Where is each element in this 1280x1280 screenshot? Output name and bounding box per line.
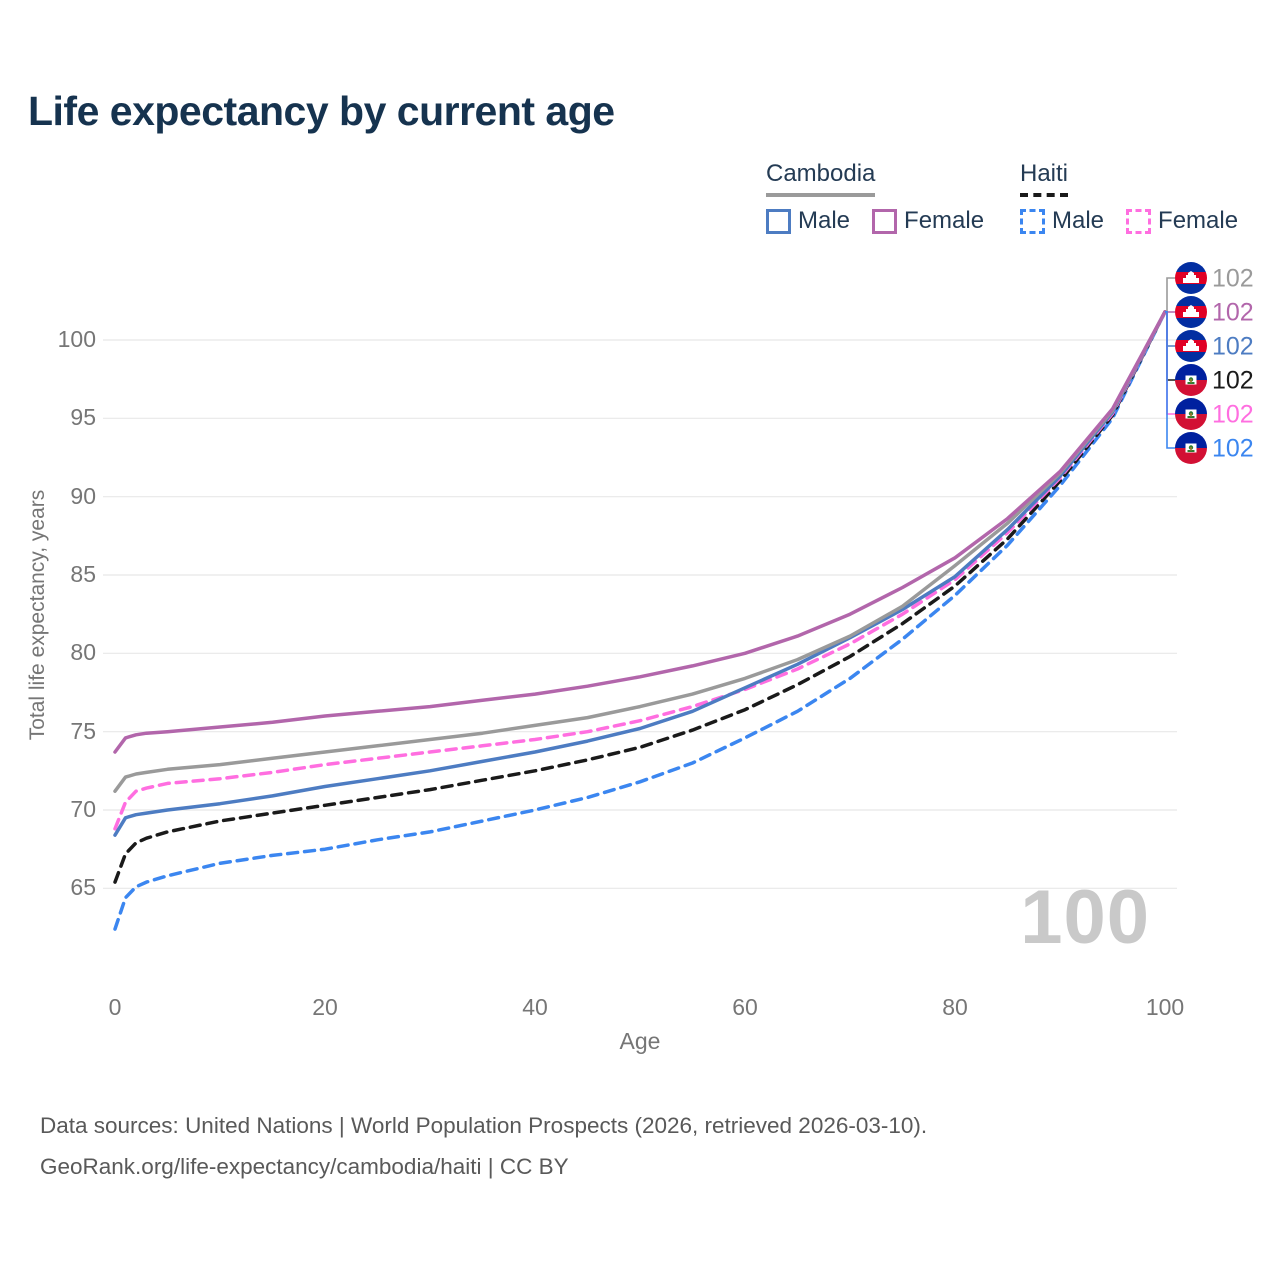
legend-country-haiti[interactable]: Haiti xyxy=(1020,160,1069,197)
x-tick-label-60: 60 xyxy=(732,994,758,1020)
x-tick-label-40: 40 xyxy=(522,994,548,1020)
footer-attribution: GeoRank.org/life-expectancy/cambodia/hai… xyxy=(40,1154,569,1179)
end-connector xyxy=(1165,277,1175,313)
legend-group-cambodia: Cambodia Male Female xyxy=(766,160,1006,235)
end-value-label: 102 xyxy=(1212,367,1254,395)
legend-label-haiti-male: Male xyxy=(1052,207,1105,234)
haiti-flag-icon xyxy=(1175,398,1207,430)
legend-country-cambodia[interactable]: Cambodia xyxy=(766,160,876,197)
x-tick-label-100: 100 xyxy=(1145,994,1185,1020)
footer-data-sources: Data sources: United Nations | World Pop… xyxy=(40,1113,928,1138)
line-haiti-both[interactable] xyxy=(113,310,1167,884)
end-labels: 102 102 102 102 102 102 xyxy=(1165,262,1254,464)
y-tick-label-70: 70 xyxy=(70,795,96,822)
footer: Data sources: United Nations | World Pop… xyxy=(40,1105,927,1187)
page-title: Life expectancy by current age xyxy=(28,88,615,134)
line-cambodia-female[interactable] xyxy=(113,310,1167,754)
legend-label-cambodia-female: Female xyxy=(904,207,985,234)
gridlines xyxy=(103,339,1177,889)
legend-item-haiti-male[interactable]: Male xyxy=(1020,207,1104,235)
end-value-label: 102 xyxy=(1212,401,1254,429)
legend-label-haiti-female: Female xyxy=(1158,207,1239,234)
y-tick-label-65: 65 xyxy=(70,874,96,901)
line-cambodia-both[interactable] xyxy=(113,310,1167,793)
cambodia-flag-icon xyxy=(1175,262,1207,294)
legend-item-haiti-female[interactable]: Female xyxy=(1126,207,1238,235)
y-tick-label-85: 85 xyxy=(70,560,96,587)
line-haiti-female[interactable] xyxy=(113,310,1167,831)
legend-label-cambodia-male: Male xyxy=(798,207,851,234)
legend-item-cambodia-male[interactable]: Male xyxy=(766,207,850,235)
x-tick-label-20: 20 xyxy=(312,994,338,1020)
x-tick-label-0: 0 xyxy=(108,994,122,1020)
legend-item-cambodia-female[interactable]: Female xyxy=(872,207,984,235)
y-tick-label-75: 75 xyxy=(70,717,96,744)
x-axis-title: Age xyxy=(619,1028,661,1054)
y-tick-label-90: 90 xyxy=(70,482,96,509)
haiti-male-swatch-icon[interactable] xyxy=(1020,208,1045,234)
end-value-label: 102 xyxy=(1212,435,1254,463)
y-tick-label-100: 100 xyxy=(57,326,96,352)
legend-group-haiti: Haiti Male Female xyxy=(1020,160,1260,235)
haiti-flag-icon xyxy=(1175,432,1207,464)
end-value-label: 102 xyxy=(1212,299,1254,327)
y-axis-title: Total life expectancy, years xyxy=(26,489,49,741)
cambodia-flag-icon xyxy=(1175,296,1207,328)
y-tick-label-80: 80 xyxy=(70,639,96,666)
line-haiti-male[interactable] xyxy=(113,310,1167,931)
series-lines xyxy=(113,310,1167,931)
end-value-label: 102 xyxy=(1212,265,1254,293)
line-cambodia-male[interactable] xyxy=(113,310,1167,837)
cambodia-female-swatch-icon[interactable] xyxy=(872,208,898,234)
age-counter-watermark: 100 xyxy=(1020,875,1150,960)
haiti-female-swatch-icon[interactable] xyxy=(1126,208,1152,234)
end-connector xyxy=(1165,311,1175,449)
haiti-flag-icon xyxy=(1175,364,1207,396)
end-value-label: 102 xyxy=(1212,333,1254,361)
y-tick-label-95: 95 xyxy=(70,404,96,431)
x-tick-label-80: 80 xyxy=(942,994,968,1020)
cambodia-flag-icon xyxy=(1175,330,1207,362)
cambodia-male-swatch-icon[interactable] xyxy=(766,208,791,234)
